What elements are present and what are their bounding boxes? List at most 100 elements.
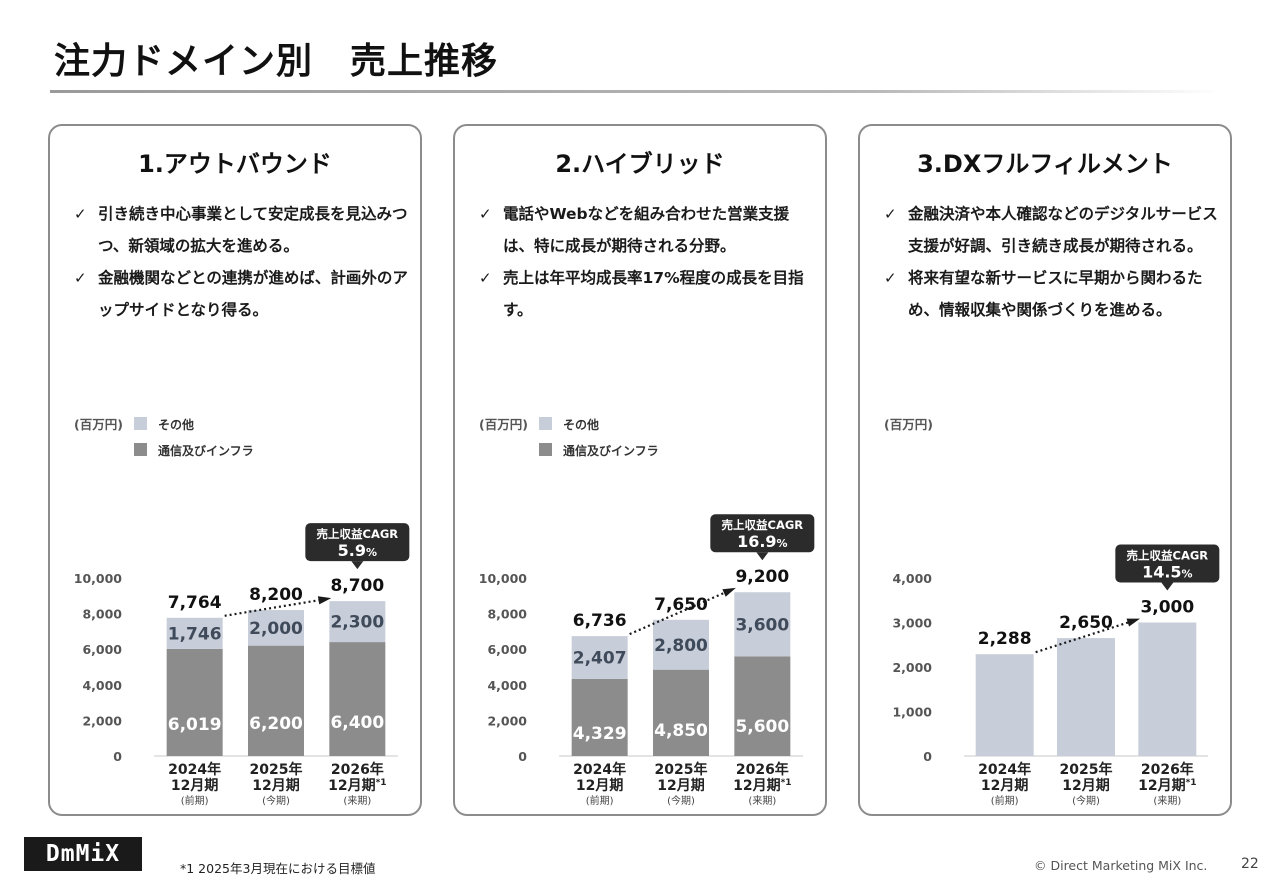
legend-swatch <box>134 417 147 430</box>
bullet-text: 引き続き中心事業として安定成長を見込みつつ、新領域の拡大を進める。 <box>98 205 408 255</box>
total-label: 8,700 <box>330 576 384 596</box>
y-tick-label: 10,000 <box>74 571 123 586</box>
bar-top-series <box>166 617 223 649</box>
data-label-bottom: 5,600 <box>735 717 789 737</box>
x-tick-period: 12月期 <box>171 778 218 794</box>
bar-bottom-series <box>329 642 386 756</box>
y-tick-label: 2,000 <box>487 713 527 728</box>
x-tick-year: 2024年 <box>573 761 626 778</box>
cagr-callout-box <box>305 523 410 562</box>
company-logo: DmMiX <box>24 837 142 871</box>
bullet-text: 金融決済や本人確認などのデジタルサービス支援が好調、引き続き成長が期待される。 <box>908 205 1218 255</box>
cagr-unit: % <box>366 546 377 559</box>
x-tick-note: (今期) <box>1072 794 1100 807</box>
y-tick-label: 4,000 <box>487 678 527 693</box>
page-number: 22 <box>1241 856 1259 872</box>
x-tick-note: (来期) <box>343 795 371 807</box>
cagr-value: 5.9% <box>338 541 377 560</box>
x-tick-year: 2026年 <box>736 761 789 778</box>
cagr-arrow-head <box>722 587 736 597</box>
y-axis-unit-label: (百万円) <box>479 417 528 432</box>
data-label-top: 2,300 <box>330 613 384 633</box>
x-tick-note: (前期) <box>586 794 614 807</box>
total-label: 2,288 <box>978 629 1032 649</box>
x-tick-period: 12月期*1 <box>733 778 791 794</box>
bar-bottom-series <box>248 645 304 756</box>
panel-title: 2.ハイブリッド <box>555 150 725 178</box>
total-label: 6,736 <box>573 611 627 631</box>
chart-hybrid: (百万円) 0 2,000 4,000 6,000 8,000 10,000 その他通信及びイ… <box>479 417 815 807</box>
legend-label: 通信及びインフラ <box>158 443 254 458</box>
chart-dx-fulfillment: (百万円)01,0002,0003,0004,0002,2882024年12月期… <box>884 417 1220 807</box>
cagr-trend-line <box>224 598 326 617</box>
x-tick-note: (前期) <box>991 794 1019 807</box>
footnote-marker: *1 <box>376 778 387 788</box>
page-title: 注力ドメイン別 売上推移 <box>54 41 499 82</box>
bar-top-series <box>248 610 304 646</box>
total-label: 7,650 <box>654 595 708 615</box>
bullet-text: 金融機関などとの連携が進めば、計画外のアップサイドとなり得る。 <box>98 269 408 319</box>
bullet-item: ✓ 将来有望な新サービスに早期から関わるため、情報収集や関係づくりを進める。 <box>884 262 1220 326</box>
bullet-list: ✓ 引き続き中心事業として安定成長を見込みつつ、新領域の拡大を進める。 ✓ 金融機関… <box>74 198 410 326</box>
check-icon: ✓ <box>479 269 492 287</box>
check-icon: ✓ <box>74 205 87 223</box>
data-label-bottom: 4,329 <box>573 724 627 744</box>
copyright: © Direct Marketing MiX Inc. <box>1034 858 1208 873</box>
data-label-bottom: 6,400 <box>330 713 384 733</box>
x-tick-note: (来期) <box>748 795 776 807</box>
y-tick-label: 4,000 <box>892 571 932 586</box>
bar <box>1057 638 1115 756</box>
cagr-trend-line <box>1035 619 1135 654</box>
cagr-arrow-head <box>317 596 332 605</box>
cagr-unit: % <box>1182 568 1193 581</box>
bar-bottom-series <box>166 648 223 756</box>
cagr-label: 売上収益CAGR <box>722 518 804 532</box>
y-tick-label: 10,000 <box>479 571 528 586</box>
x-tick-year: 2024年 <box>978 761 1031 778</box>
x-tick-period: 12月期*1 <box>328 778 386 794</box>
y-axis-unit-label: (百万円) <box>884 417 933 432</box>
x-tick-period: 12月期 <box>252 778 299 794</box>
data-label-bottom: 6,019 <box>168 715 222 735</box>
footnote-marker: *1 <box>781 778 792 788</box>
x-tick-period: 12月期*1 <box>1138 778 1196 794</box>
panel-outbound: 1.アウトバウンド ✓ 引き続き中心事業として安定成長を見込みつつ、新領域の拡大を… <box>48 124 422 816</box>
bullet-item: ✓ 金融決済や本人確認などのデジタルサービス支援が好調、引き続き成長が期待される。 <box>884 198 1220 262</box>
bar <box>1138 622 1197 756</box>
legend-swatch <box>539 417 552 430</box>
check-icon: ✓ <box>884 205 897 223</box>
bar-top-series <box>734 592 791 657</box>
cagr-callout-box <box>710 514 815 553</box>
total-label: 8,200 <box>249 585 303 605</box>
cagr-unit: % <box>777 537 788 550</box>
total-label: 3,000 <box>1140 598 1194 618</box>
total-label: 9,200 <box>735 567 789 587</box>
bullet-item: ✓ 引き続き中心事業として安定成長を見込みつつ、新領域の拡大を進める。 <box>74 198 410 262</box>
check-icon: ✓ <box>479 205 492 223</box>
bullet-list: ✓ 電話やWebなどを組み合わせた営業支援は、特に成長が期待される分野。 ✓ 売上は… <box>479 198 815 326</box>
bullet-item: ✓ 売上は年平均成長率17%程度の成長を目指す。 <box>479 262 815 326</box>
data-label-top: 2,800 <box>654 636 708 656</box>
x-tick-year: 2024年 <box>168 761 221 778</box>
x-tick-note: (今期) <box>667 794 695 807</box>
y-tick-label: 0 <box>518 749 527 764</box>
bar-top-series <box>329 601 386 643</box>
x-tick-year: 2025年 <box>1060 761 1113 778</box>
total-label: 7,764 <box>168 593 222 613</box>
bullet-text: 将来有望な新サービスに早期から関わるため、情報収集や関係づくりを進める。 <box>908 269 1203 319</box>
total-label: 2,650 <box>1059 613 1113 633</box>
x-tick-year: 2025年 <box>655 761 708 778</box>
cagr-callout-pointer <box>756 552 769 561</box>
cagr-label: 売上収益CAGR <box>317 527 399 541</box>
x-tick-year: 2026年 <box>1141 761 1194 778</box>
data-label-top: 2,000 <box>249 619 303 639</box>
x-tick-note: (今期) <box>262 794 290 807</box>
title-divider <box>50 90 1222 93</box>
bullet-list: ✓ 金融決済や本人確認などのデジタルサービス支援が好調、引き続き成長が期待される。… <box>884 198 1220 326</box>
y-axis-unit-label: (百万円) <box>74 417 123 432</box>
bar-bottom-series <box>653 669 709 756</box>
y-tick-label: 8,000 <box>487 607 527 622</box>
cagr-arrow-head <box>1126 618 1141 627</box>
footnote-marker: *1 <box>1186 778 1197 788</box>
bullet-text: 売上は年平均成長率17%程度の成長を目指す。 <box>503 269 804 319</box>
